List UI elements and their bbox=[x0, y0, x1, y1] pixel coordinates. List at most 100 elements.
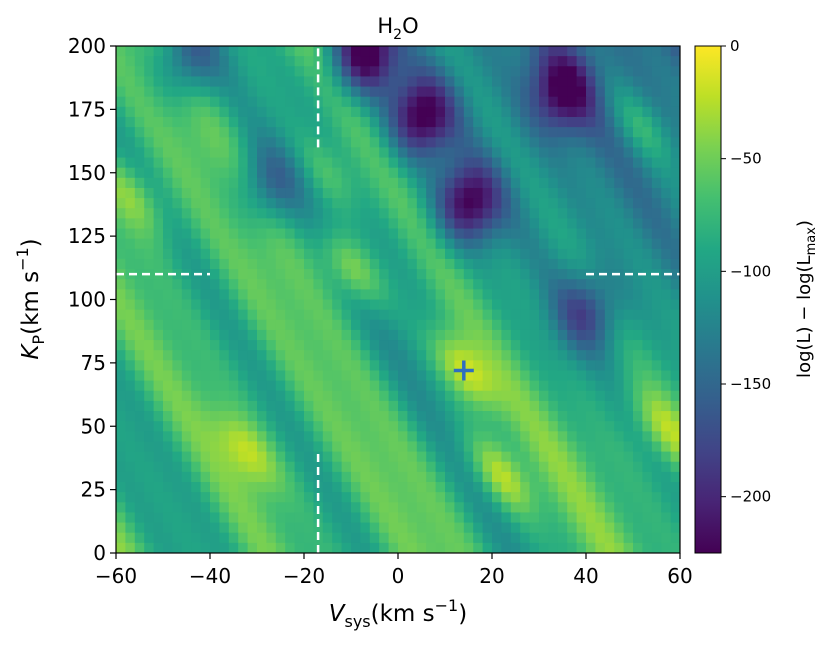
heatmap-cell bbox=[482, 46, 493, 57]
heatmap-cell bbox=[369, 360, 380, 372]
heatmap-cell bbox=[153, 177, 164, 189]
heatmap-cell bbox=[398, 56, 408, 67]
heatmap-cell bbox=[257, 461, 267, 473]
heatmap-cell bbox=[285, 441, 296, 453]
heatmap-cell bbox=[586, 532, 596, 544]
heatmap-cell bbox=[416, 350, 427, 361]
heatmap-cell bbox=[398, 137, 408, 148]
heatmap-cell bbox=[369, 390, 380, 402]
heatmap-cell bbox=[548, 157, 559, 169]
heatmap-cell bbox=[633, 46, 643, 57]
heatmap-cell bbox=[426, 370, 437, 382]
heatmap-cell bbox=[557, 167, 568, 179]
heatmap-cell bbox=[341, 522, 352, 534]
heatmap-cell bbox=[322, 279, 333, 290]
heatmap-cell bbox=[435, 532, 446, 544]
heatmap-cell bbox=[557, 340, 568, 351]
heatmap-cell bbox=[407, 451, 418, 463]
heatmap-cell bbox=[529, 147, 540, 159]
heatmap-cell bbox=[219, 238, 230, 250]
heatmap-cell bbox=[285, 461, 296, 473]
heatmap-cell bbox=[304, 167, 314, 179]
heatmap-cell bbox=[379, 116, 390, 128]
heatmap-cell bbox=[567, 482, 578, 493]
heatmap-cell bbox=[416, 86, 427, 98]
heatmap-cell bbox=[407, 198, 418, 209]
heatmap-cell bbox=[576, 127, 587, 138]
heatmap-cell bbox=[285, 228, 296, 240]
heatmap-cell bbox=[539, 238, 549, 250]
heatmap-cell bbox=[332, 441, 343, 453]
heatmap-cell bbox=[435, 106, 446, 118]
heatmap-cell bbox=[604, 329, 615, 341]
heatmap-cell bbox=[200, 269, 211, 280]
heatmap-cell bbox=[661, 360, 672, 372]
heatmap-cell bbox=[341, 76, 352, 88]
heatmap-cell bbox=[463, 319, 474, 331]
heatmap-cell bbox=[642, 238, 653, 250]
heatmap-cell bbox=[369, 492, 380, 503]
heatmap-cell bbox=[172, 187, 183, 199]
heatmap-cell bbox=[191, 56, 202, 67]
heatmap-cell bbox=[200, 248, 211, 260]
heatmap-cell bbox=[435, 238, 446, 250]
heatmap-cell bbox=[247, 340, 258, 351]
heatmap-cell bbox=[557, 177, 568, 189]
heatmap-cell bbox=[144, 431, 155, 443]
heatmap-cell bbox=[341, 116, 352, 128]
heatmap-cell bbox=[144, 56, 155, 67]
heatmap-cell bbox=[266, 329, 277, 341]
heatmap-cell bbox=[294, 238, 305, 250]
heatmap-cell bbox=[341, 86, 352, 98]
heatmap-cell bbox=[567, 66, 578, 78]
heatmap-cell bbox=[539, 441, 549, 453]
heatmap-cell bbox=[304, 522, 314, 534]
heatmap-cell bbox=[125, 258, 136, 270]
heatmap-cell bbox=[520, 400, 531, 412]
heatmap-cell bbox=[379, 157, 390, 169]
heatmap-cell bbox=[228, 46, 239, 57]
heatmap-cell bbox=[463, 258, 474, 270]
heatmap-cell bbox=[623, 441, 634, 453]
heatmap-cell bbox=[134, 269, 145, 280]
heatmap-cell bbox=[181, 289, 192, 301]
heatmap-cell bbox=[275, 502, 286, 514]
heatmap-cell bbox=[266, 187, 277, 199]
heatmap-cell bbox=[454, 279, 465, 290]
heatmap-cell bbox=[200, 471, 211, 483]
heatmap-cell bbox=[567, 218, 578, 230]
heatmap-cell bbox=[548, 96, 559, 108]
heatmap-cell bbox=[322, 208, 333, 219]
heatmap-cell bbox=[266, 390, 277, 402]
heatmap-cell bbox=[294, 522, 305, 534]
heatmap-cell bbox=[360, 431, 371, 443]
heatmap-cell bbox=[163, 400, 173, 412]
heatmap-cell bbox=[181, 532, 192, 544]
heatmap-cell bbox=[557, 451, 568, 463]
heatmap-cell bbox=[341, 482, 352, 493]
heatmap-cell bbox=[238, 198, 249, 209]
heatmap-cell bbox=[116, 46, 126, 57]
heatmap-cell bbox=[369, 66, 380, 78]
heatmap-cell bbox=[398, 350, 408, 361]
heatmap-cell bbox=[576, 258, 587, 270]
heatmap-cell bbox=[116, 66, 126, 78]
heatmap-cell bbox=[153, 370, 164, 382]
heatmap-cell bbox=[416, 542, 427, 553]
heatmap-cell bbox=[492, 502, 502, 514]
heatmap-cell bbox=[529, 177, 540, 189]
heatmap-cell bbox=[257, 451, 267, 463]
heatmap-cell bbox=[407, 471, 418, 483]
heatmap-cell bbox=[586, 482, 596, 493]
heatmap-cell bbox=[163, 380, 173, 392]
heatmap-cell bbox=[520, 482, 531, 493]
heatmap-cell bbox=[463, 248, 474, 260]
heatmap-cell bbox=[247, 411, 258, 422]
heatmap-cell bbox=[445, 198, 455, 209]
heatmap-cell bbox=[369, 269, 380, 280]
heatmap-cell bbox=[351, 461, 361, 473]
colorbar-tick-label: −50 bbox=[730, 150, 762, 168]
heatmap-cell bbox=[473, 522, 484, 534]
heatmap-cell bbox=[623, 482, 634, 493]
heatmap-cell bbox=[633, 96, 643, 108]
